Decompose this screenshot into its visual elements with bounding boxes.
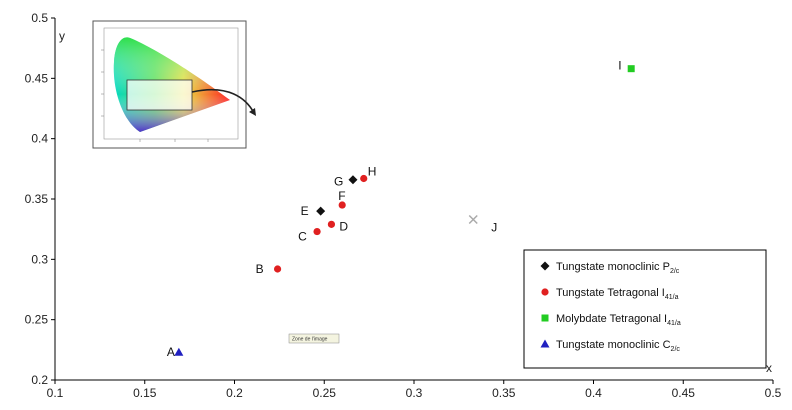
data-point-b bbox=[273, 265, 282, 273]
data-point-j bbox=[468, 214, 478, 225]
x-tick-label: 0.1 bbox=[47, 386, 64, 400]
point-label-f: F bbox=[338, 189, 345, 203]
point-label-g: G bbox=[334, 175, 343, 189]
data-point-h bbox=[360, 174, 368, 183]
legend-label-2: Tungstate Tetragonal I41/a bbox=[556, 287, 679, 301]
x-tick-label: 0.2 bbox=[226, 386, 243, 400]
legend-marker-2 bbox=[541, 288, 549, 296]
data-point-g bbox=[348, 175, 358, 185]
legend-marker-3 bbox=[541, 314, 549, 322]
y-axis-ticks: 0.2 0.25 0.3 0.35 0.4 0.45 0.5 bbox=[25, 11, 55, 387]
zoom-region bbox=[126, 79, 193, 111]
point-label-d: D bbox=[339, 219, 348, 233]
x-tick-label: 0.4 bbox=[585, 386, 602, 400]
x-axis-ticks: 0.1 0.15 0.2 0.25 0.3 0.35 0.4 0.45 0.5 bbox=[47, 380, 782, 400]
zone-annotation: Zone de l'image bbox=[288, 333, 340, 344]
point-label-h: H bbox=[368, 164, 377, 178]
legend-label-1: Tungstate monoclinic P2/c bbox=[556, 261, 680, 275]
y-tick-label: 0.45 bbox=[25, 71, 49, 85]
y-tick-label: 0.35 bbox=[25, 192, 49, 206]
data-points: E G B C D F H I A J bbox=[167, 59, 635, 359]
legend: Tungstate monoclinic P2/c Tungstate Tetra… bbox=[523, 249, 767, 369]
legend-label-3: Molybdate Tetragonal I41/a bbox=[556, 313, 681, 327]
zoom-arrow bbox=[191, 88, 255, 114]
legend-marker-1 bbox=[540, 261, 550, 271]
zone-annotation-text: Zone de l'image bbox=[292, 337, 328, 343]
cie-inset bbox=[92, 20, 256, 149]
point-label-a: A bbox=[167, 345, 175, 359]
point-label-j: J bbox=[491, 221, 497, 235]
point-label-i: I bbox=[618, 59, 621, 73]
data-point-d bbox=[327, 220, 336, 228]
inset-ticks bbox=[101, 49, 209, 142]
x-tick-label: 0.3 bbox=[406, 386, 423, 400]
y-tick-label: 0.5 bbox=[31, 11, 48, 25]
legend-marker-4 bbox=[540, 339, 550, 348]
x-tick-label: 0.5 bbox=[765, 386, 782, 400]
y-axis-label: y bbox=[59, 29, 65, 43]
y-tick-label: 0.4 bbox=[31, 132, 48, 146]
x-tick-label: 0.15 bbox=[133, 386, 157, 400]
y-tick-label: 0.3 bbox=[31, 252, 48, 266]
data-point-c bbox=[313, 227, 321, 236]
x-axis-label: x bbox=[766, 361, 772, 375]
y-tick-label: 0.2 bbox=[31, 373, 48, 387]
data-point-i bbox=[627, 65, 635, 73]
point-label-c: C bbox=[298, 230, 307, 244]
data-point-f bbox=[338, 201, 346, 209]
x-tick-label: 0.25 bbox=[313, 386, 337, 400]
arrow-head-icon bbox=[249, 108, 256, 116]
legend-label-4: Tungstate monoclinic C2/c bbox=[556, 339, 680, 353]
data-point-a bbox=[174, 347, 184, 356]
y-tick-label: 0.25 bbox=[25, 313, 49, 327]
point-label-e: E bbox=[301, 204, 309, 218]
data-point-e bbox=[316, 206, 326, 216]
x-tick-label: 0.35 bbox=[492, 386, 516, 400]
x-tick-label: 0.45 bbox=[672, 386, 696, 400]
point-label-b: B bbox=[256, 262, 264, 276]
